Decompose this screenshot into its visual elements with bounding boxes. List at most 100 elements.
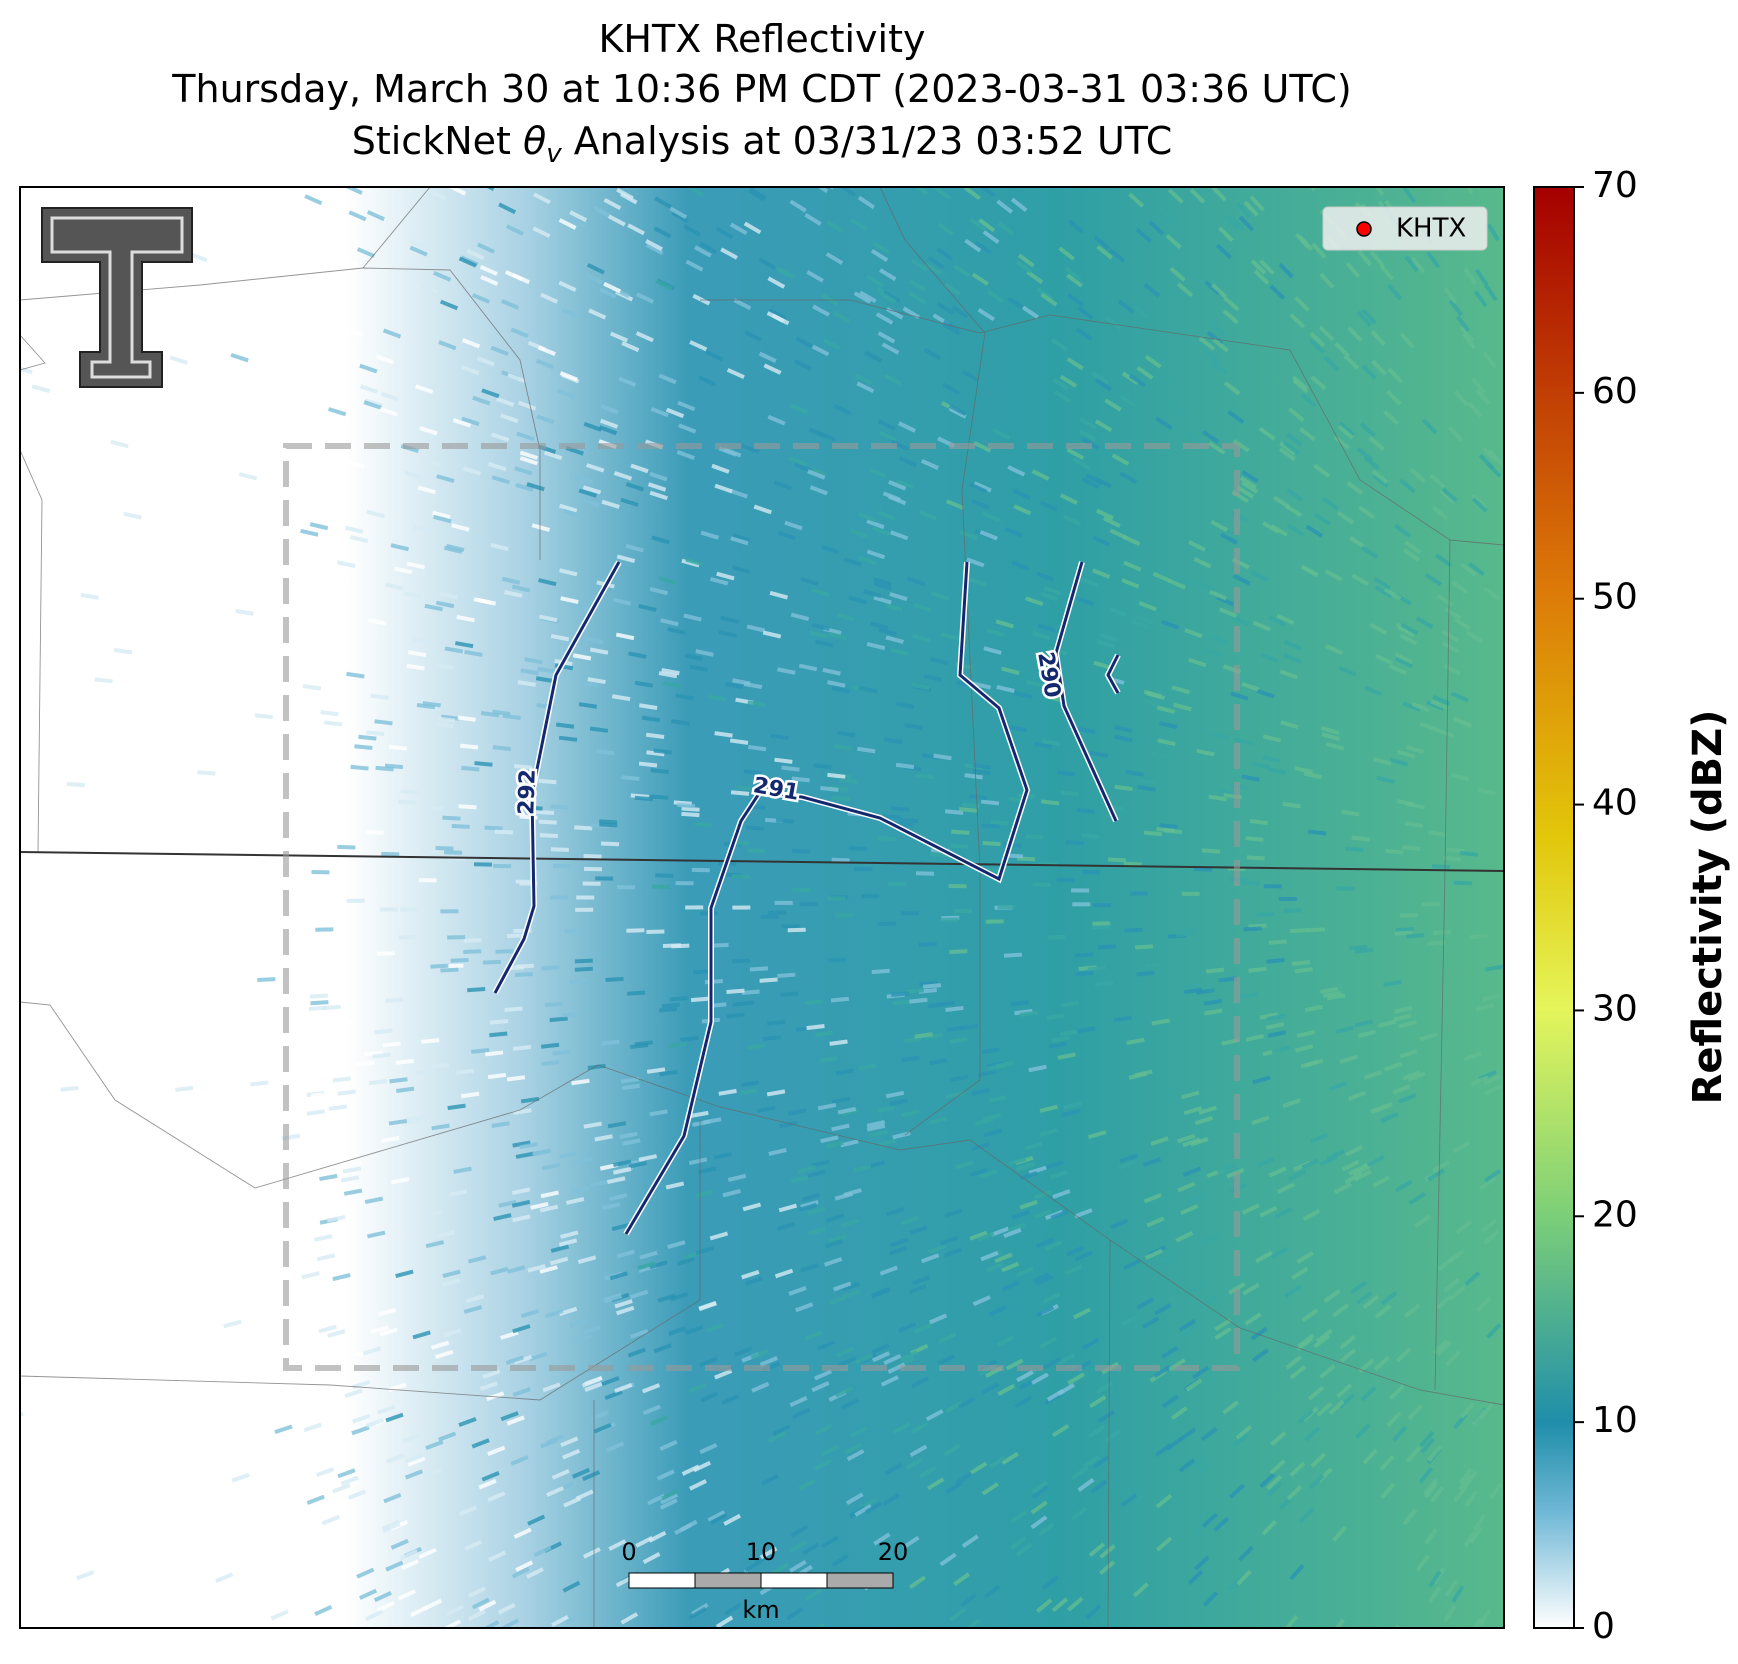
radar-streak (57, 412, 77, 421)
radar-streak (385, 1412, 404, 1423)
radar-streak (351, 1425, 370, 1436)
radar-streak (586, 463, 605, 473)
radar-streak (1290, 928, 1309, 934)
radar-streak (603, 1294, 623, 1304)
radar-streak (1376, 775, 1395, 784)
radar-streak (1235, 1425, 1253, 1440)
radar-streak (905, 988, 924, 995)
radar-streak (800, 576, 819, 586)
colorbar-ramp (1533, 186, 1575, 1629)
radar-streak (1332, 1303, 1349, 1318)
radar-streak (777, 972, 796, 978)
radar-streak (323, 720, 343, 727)
radar-streak (1136, 970, 1155, 977)
radar-streak (1279, 669, 1298, 680)
radar-streak (370, 693, 389, 701)
radar-streak (582, 881, 601, 886)
radar-streak (871, 1343, 890, 1355)
radar-streak (968, 217, 986, 232)
radar-streak (1474, 268, 1489, 286)
radar-streak (1203, 999, 1222, 1006)
radar-streak (954, 908, 973, 914)
radar-streak (512, 1044, 532, 1051)
radar-streak (972, 763, 991, 770)
radar-streak (875, 312, 894, 325)
radar-streak (840, 1398, 859, 1410)
radar-streak (1209, 589, 1228, 601)
radar-streak (831, 1123, 850, 1132)
radar-streak (497, 1602, 516, 1615)
radar-streak (1064, 266, 1082, 281)
radar-streak (1432, 694, 1451, 706)
radar-streak (927, 255, 945, 270)
radar-streak (489, 1031, 508, 1038)
radar-streak (878, 1138, 897, 1147)
radar-streak (204, 292, 224, 303)
radar-streak (1429, 1486, 1445, 1503)
radar-streak (1030, 1500, 1048, 1515)
radar-streak (853, 1164, 872, 1173)
radar-streak (1036, 571, 1055, 582)
radar-streak (671, 210, 689, 224)
radar-streak (973, 441, 992, 453)
radar-streak (1432, 505, 1449, 521)
radar-streak (1326, 1149, 1345, 1161)
radar-streak (1210, 360, 1227, 375)
radar-streak (517, 400, 537, 411)
radar-streak (1067, 1372, 1085, 1386)
radar-streak (1334, 342, 1350, 358)
radar-streak (895, 478, 914, 490)
radar-streak (979, 1169, 998, 1179)
radar-streak (977, 1069, 996, 1078)
radar-streak (530, 1201, 549, 1210)
radar-streak (808, 466, 827, 477)
radar-streak (1178, 1458, 1196, 1473)
map-frame (19, 186, 1505, 1629)
radar-streak (1009, 1536, 1027, 1550)
radar-streak (440, 909, 459, 914)
radar-streak (1328, 1399, 1345, 1415)
radar-streak (314, 471, 334, 480)
radar-streak (501, 576, 521, 585)
radar-streak (619, 192, 638, 205)
radar-streak (454, 641, 474, 649)
radar-streak (455, 1068, 475, 1075)
radar-streak (189, 252, 208, 263)
radar-streak (1074, 1208, 1093, 1219)
radar-streak (1218, 226, 1234, 243)
radar-streak (1392, 1013, 1412, 1022)
radar-streak (448, 187, 467, 196)
radar-streak (1227, 410, 1245, 424)
radar-streak (476, 356, 495, 367)
radar-streak (767, 1431, 786, 1443)
radar-streak (461, 338, 481, 349)
radar-streak (1403, 1303, 1421, 1319)
text: Analysis at 03/31/23 03:52 UTC (562, 119, 1173, 163)
radar-streak (929, 1058, 948, 1066)
radar-streak (636, 292, 655, 304)
radar-streak (1231, 1433, 1249, 1448)
radar-streak (1357, 1029, 1377, 1039)
radar-streak (560, 596, 579, 605)
radar-streak (418, 1547, 437, 1559)
radar-streak (574, 474, 593, 485)
radar-streak (94, 677, 113, 684)
radar-streak (487, 1491, 506, 1502)
radar-streak (317, 1568, 336, 1580)
radar-streak (1119, 394, 1137, 408)
radar-streak (778, 1203, 798, 1213)
radar-streak (444, 850, 463, 855)
radar-streak (886, 1207, 905, 1217)
radar-streak (968, 577, 987, 587)
radar-streak (1153, 1365, 1171, 1379)
radar-streak (574, 825, 593, 831)
radar-streak (506, 1415, 525, 1426)
radar-streak (366, 730, 385, 737)
radar-streak (558, 735, 578, 742)
radar-streak (721, 1394, 740, 1405)
radar-streak (1267, 615, 1287, 627)
radar-streak (736, 785, 755, 792)
radar-streak (1072, 457, 1091, 470)
radar-streak (1134, 944, 1154, 950)
radar-streak (473, 862, 492, 867)
